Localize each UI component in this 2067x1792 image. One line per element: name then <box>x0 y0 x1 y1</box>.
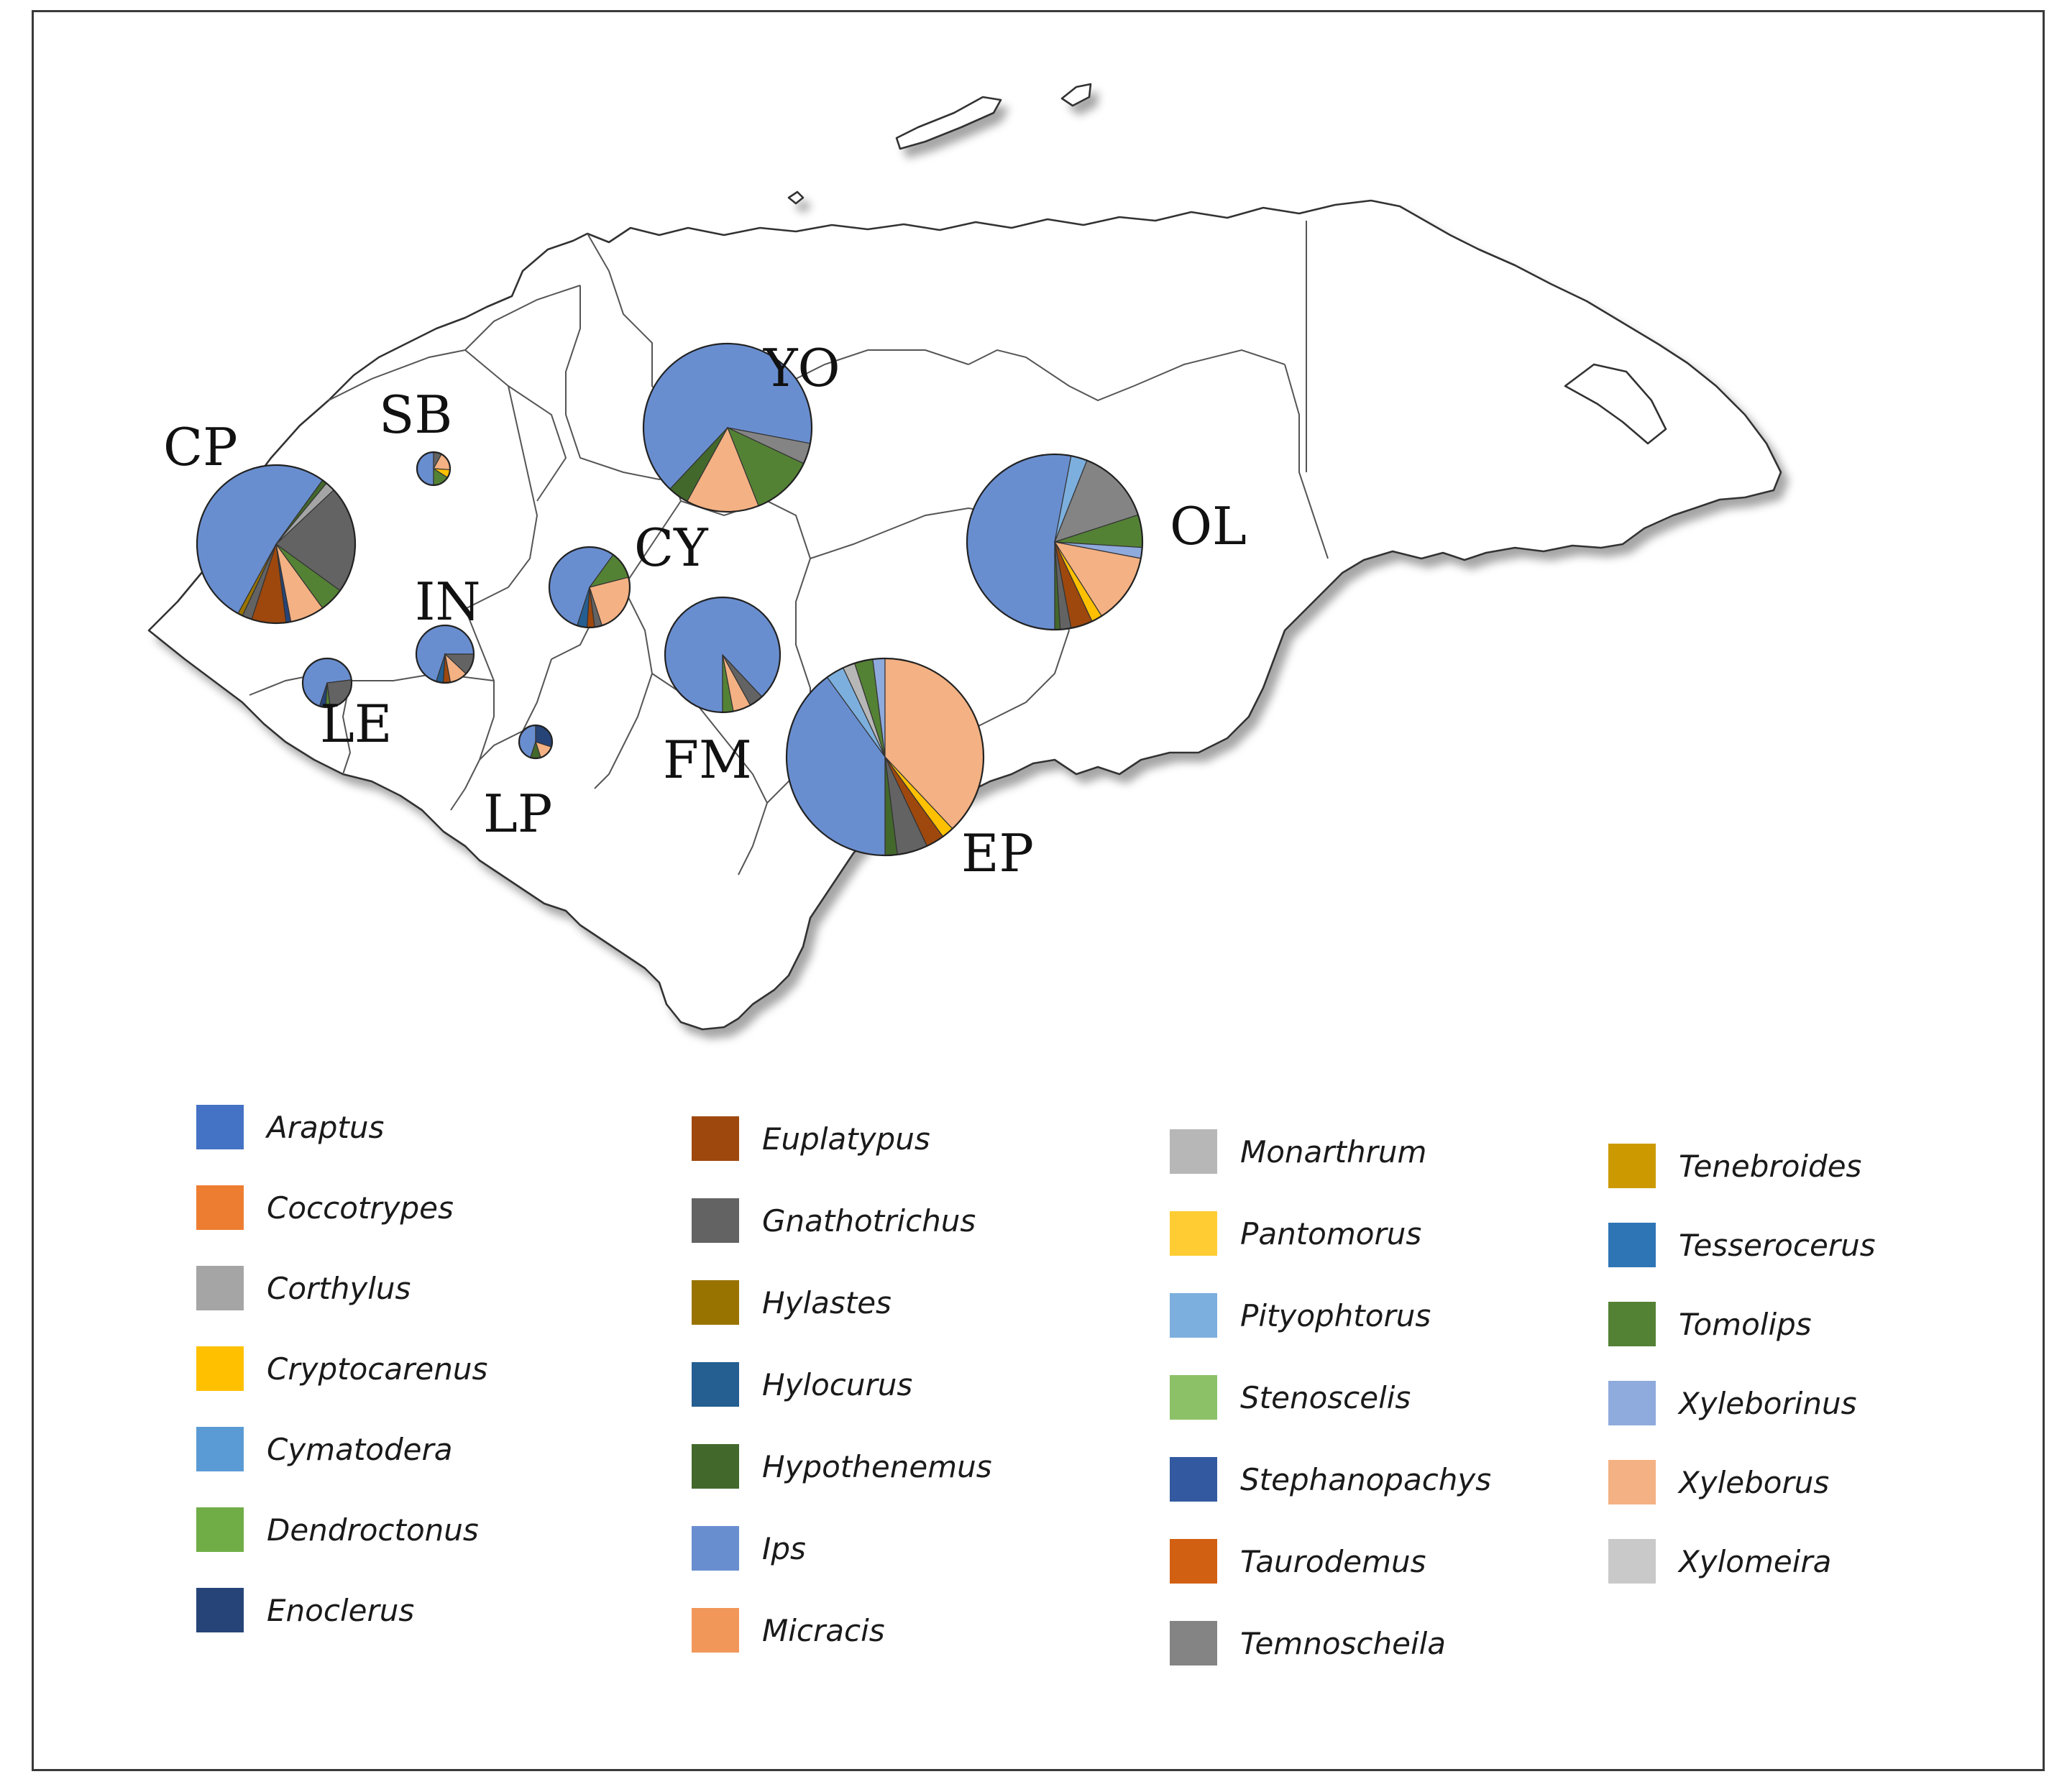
legend-swatch-tesserocerus <box>1608 1223 1656 1267</box>
pie-outline-fm <box>664 596 782 714</box>
legend-label-dendroctonus: Dendroctonus <box>267 1512 479 1548</box>
legend-label-corthylus: Corthylus <box>267 1271 411 1306</box>
pie-ep <box>785 657 985 857</box>
legend-label-micracis: Micracis <box>762 1613 885 1648</box>
region-label-fm: FM <box>663 730 752 790</box>
legend-label-cymatodera: Cymatodera <box>267 1432 453 1467</box>
legend-swatch-hylastes <box>692 1280 739 1325</box>
legend-swatch-stenoscelis <box>1170 1375 1217 1420</box>
legend-label-tomolips: Tomolips <box>1679 1307 1812 1342</box>
pie-le <box>301 657 353 709</box>
legend-swatch-xyleborinus <box>1608 1381 1656 1425</box>
legend-label-pityophtorus: Pityophtorus <box>1240 1298 1431 1333</box>
legend-label-hylastes: Hylastes <box>762 1285 892 1320</box>
legend-label-tenebroides: Tenebroides <box>1679 1149 1861 1184</box>
pie-outline-cy <box>548 546 631 629</box>
pie-outline-ol <box>966 453 1144 631</box>
region-labels: CP SB YO CY IN LE LP FM OL EP <box>163 338 1247 883</box>
legend-swatch-corthylus <box>196 1266 244 1310</box>
legend-swatch-micracis <box>692 1608 739 1653</box>
legend-swatch-dendroctonus <box>196 1507 244 1552</box>
legend-swatch-tenebroides <box>1608 1144 1656 1188</box>
legend: Araptus Coccotrypes Corthylus Cryptocarenus… <box>196 1105 1876 1665</box>
legend-label-gnathotrichus: Gnathotrichus <box>762 1203 976 1239</box>
region-label-in: IN <box>415 571 480 632</box>
legend-label-monarthrum: Monarthrum <box>1240 1134 1426 1170</box>
legend-label-xylomeira: Xylomeira <box>1677 1544 1831 1579</box>
legend-swatch-pantomorus <box>1170 1211 1217 1256</box>
legend-label-ips: Ips <box>762 1531 806 1566</box>
legend-swatch-xyleborus <box>1608 1460 1656 1504</box>
legend-label-coccotrypes: Coccotrypes <box>267 1190 454 1226</box>
legend-swatch-stephanopachys <box>1170 1457 1217 1502</box>
region-label-ol: OL <box>1170 496 1247 556</box>
legend-label-stenoscelis: Stenoscelis <box>1240 1380 1411 1415</box>
country-outline <box>147 83 1782 1031</box>
legend-label-xyleborinus: Xyleborinus <box>1677 1386 1857 1421</box>
region-label-cy: CY <box>634 518 709 578</box>
legend-swatch-temnoscheila <box>1170 1621 1217 1665</box>
pie-sb <box>416 451 452 487</box>
pie-cy <box>548 546 631 629</box>
legend-swatch-ips <box>692 1526 739 1571</box>
legend-label-taurodemus: Taurodemus <box>1240 1544 1426 1579</box>
region-label-lp: LP <box>483 784 552 844</box>
pie-fm <box>664 596 782 714</box>
honduras-map: CP SB YO CY IN LE LP FM OL EP Araptus Coc… <box>147 83 1876 1665</box>
pie-outline-cp <box>196 464 357 625</box>
legend-label-xyleborus: Xyleborus <box>1677 1465 1829 1500</box>
figure-frame: CP SB YO CY IN LE LP FM OL EP Araptus Coc… <box>32 10 2045 1771</box>
pie-outline-lp <box>518 724 554 760</box>
pie-outline-in <box>415 624 475 684</box>
legend-swatch-pityophtorus <box>1170 1293 1217 1338</box>
legend-swatch-enoclerus <box>196 1588 244 1632</box>
legend-label-hylocurus: Hylocurus <box>762 1367 912 1402</box>
region-label-yo: YO <box>763 338 840 398</box>
legend-label-stephanopachys: Stephanopachys <box>1240 1462 1491 1497</box>
pie-outline-sb <box>416 451 452 487</box>
pie-outline-yo <box>642 342 813 513</box>
region-label-le: LE <box>320 694 392 754</box>
pie-cp <box>196 464 357 625</box>
pie-ol <box>966 453 1144 631</box>
legend-label-cryptocarenus: Cryptocarenus <box>267 1351 487 1387</box>
pie-lp <box>518 724 554 760</box>
legend-label-araptus: Araptus <box>265 1110 384 1145</box>
region-label-ep: EP <box>961 823 1034 883</box>
pie-in <box>415 624 475 684</box>
pie-charts <box>196 342 1144 857</box>
legend-swatch-tomolips <box>1608 1302 1656 1346</box>
legend-swatch-xylomeira <box>1608 1539 1656 1584</box>
legend-swatch-monarthrum <box>1170 1129 1217 1174</box>
legend-label-temnoscheila: Temnoscheila <box>1240 1626 1446 1661</box>
legend-swatch-cymatodera <box>196 1427 244 1471</box>
legend-label-hypothenemus: Hypothenemus <box>762 1449 992 1484</box>
legend-swatch-hypothenemus <box>692 1444 739 1489</box>
legend-swatch-cryptocarenus <box>196 1346 244 1391</box>
legend-swatch-araptus <box>196 1105 244 1149</box>
legend-label-euplatypus: Euplatypus <box>762 1121 930 1157</box>
legend-label-enoclerus: Enoclerus <box>267 1593 414 1628</box>
legend-swatch-euplatypus <box>692 1116 739 1161</box>
legend-swatch-taurodemus <box>1170 1539 1217 1584</box>
pie-outline-ep <box>785 657 985 857</box>
legend-swatch-gnathotrichus <box>692 1198 739 1243</box>
legend-swatch-hylocurus <box>692 1362 739 1407</box>
legend-label-pantomorus: Pantomorus <box>1240 1216 1421 1251</box>
legend-label-tesserocerus: Tesserocerus <box>1679 1228 1876 1263</box>
pie-yo <box>642 342 813 513</box>
region-label-sb: SB <box>379 385 452 445</box>
legend-swatch-coccotrypes <box>196 1185 244 1230</box>
pie-outline-le <box>301 657 353 709</box>
region-label-cp: CP <box>163 417 238 477</box>
